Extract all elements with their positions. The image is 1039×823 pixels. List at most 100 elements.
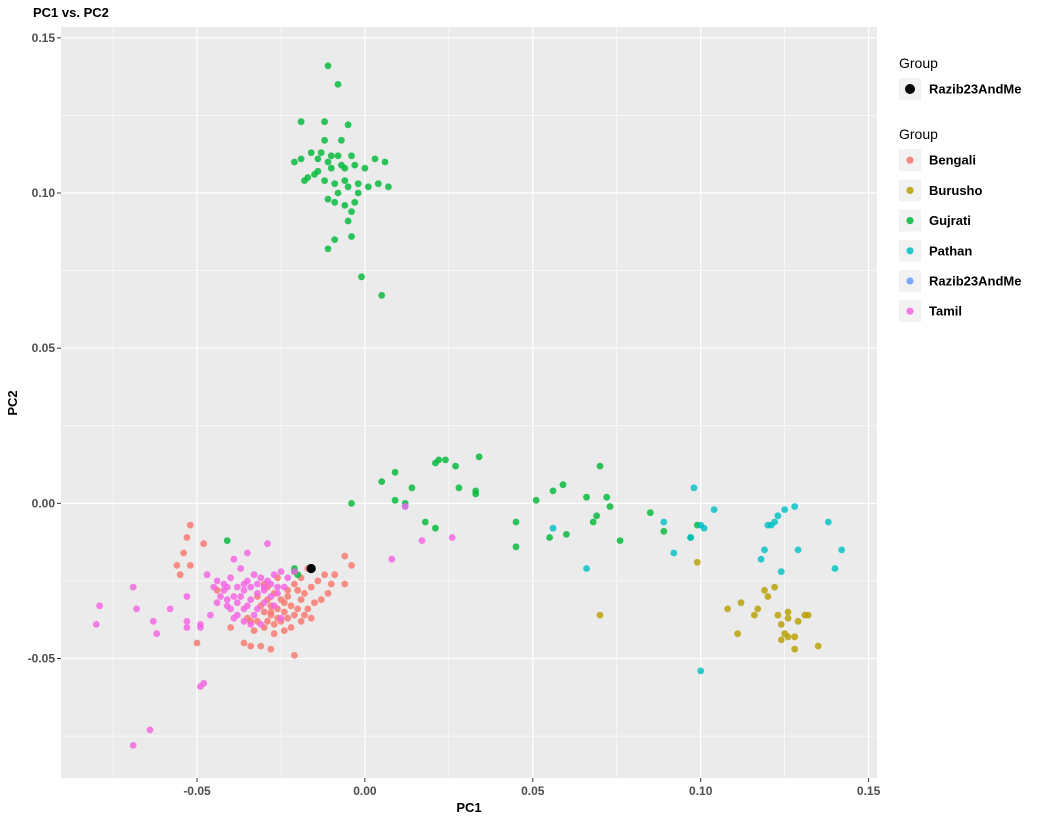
point-gujrati [606, 503, 614, 510]
point-tamil [264, 540, 271, 548]
point-burusho [771, 583, 778, 591]
legend-label-razib23andme: Razib23AndMe [929, 82, 1021, 97]
legend-key-razib23andme [905, 84, 915, 94]
point-burusho [791, 645, 799, 653]
point-bengali [301, 590, 308, 597]
point-gujrati [391, 496, 399, 504]
point-bengali [183, 534, 191, 541]
point-tamil [237, 565, 245, 572]
point-gujrati [593, 512, 600, 520]
point-gujrati [442, 456, 449, 464]
point-bengali [291, 580, 298, 588]
legend-label-gujrati: Gujrati [929, 213, 971, 228]
point-bengali [173, 562, 181, 569]
point-burusho [596, 611, 604, 619]
point-bengali [193, 639, 201, 647]
point-bengali [284, 614, 292, 622]
x-tick-label: 0.15 [857, 784, 881, 798]
point-tamil [230, 593, 238, 600]
point-tamil [213, 577, 221, 585]
point-tamil [133, 605, 141, 613]
point-tamil [227, 605, 235, 613]
point-burusho [777, 621, 785, 628]
point-pathan [700, 524, 708, 532]
point-tamil [247, 583, 255, 591]
point-gujrati [223, 537, 231, 544]
y-axis-ticks: -0.05 0.00 0.05 0.10 0.15 [28, 31, 61, 666]
y-tick-label: 0.15 [32, 31, 56, 45]
point-tamil [277, 568, 285, 575]
point-gujrati [331, 180, 339, 188]
point-burusho [777, 636, 785, 644]
point-burusho [734, 630, 741, 638]
major-gridlines [61, 27, 877, 778]
point-gujrati [596, 462, 604, 470]
point-tamil [254, 590, 261, 597]
point-tamil [210, 583, 218, 591]
point-bengali [176, 571, 184, 579]
point-bengali [297, 596, 305, 603]
point-tamil [267, 593, 275, 600]
point-gujrati [317, 149, 325, 157]
point-tamil [247, 596, 255, 603]
point-tamil [270, 602, 278, 610]
point-tamil [183, 624, 191, 631]
point-pathan [710, 506, 718, 513]
point-tamil [401, 503, 409, 510]
point-gujrati [338, 136, 345, 144]
point-tamil [250, 571, 258, 579]
point-bengali [291, 611, 298, 619]
point-burusho [761, 586, 768, 594]
point-gujrati [341, 202, 349, 209]
point-tamil [92, 621, 100, 628]
point-tamil [220, 580, 228, 588]
point-gujrati [432, 524, 439, 532]
point-tamil [230, 614, 238, 622]
point-bengali [311, 599, 318, 607]
point-burusho [754, 605, 762, 613]
legend-title: Group [899, 55, 938, 71]
point-gujrati [354, 189, 362, 197]
point-bengali [280, 627, 288, 634]
point-gujrati [563, 531, 570, 538]
point-pathan [697, 667, 705, 675]
point-gujrati [314, 155, 322, 163]
point-tamil [250, 611, 258, 619]
point-gujrati [421, 518, 429, 526]
point-pathan [670, 549, 678, 557]
point-gujrati [452, 462, 459, 470]
point-gujrati [361, 164, 369, 172]
point-gujrati [546, 534, 553, 541]
point-pathan [687, 534, 694, 541]
point-bengali [227, 624, 235, 631]
data-points [92, 62, 846, 749]
point-tamil [153, 630, 161, 638]
point-tamil [254, 580, 261, 588]
point-gujrati [589, 518, 597, 526]
point-gujrati [358, 273, 365, 281]
point-tamil [260, 599, 268, 607]
x-tick-label: -0.05 [183, 784, 211, 798]
point-tamil [280, 583, 288, 591]
point-burusho [774, 611, 782, 619]
point-tamil [183, 593, 191, 600]
point-burusho [804, 611, 812, 619]
point-gujrati [348, 152, 355, 160]
x-tick-label: 0.05 [521, 784, 545, 798]
x-tick-label: 0.00 [353, 784, 377, 798]
legend-label-burusho: Burusho [929, 183, 983, 198]
point-bengali [186, 562, 194, 569]
point-tamil [197, 624, 204, 631]
point-gujrati [324, 245, 332, 253]
point-tamil [257, 621, 265, 628]
point-tamil [254, 605, 261, 613]
point-gujrati [603, 493, 611, 501]
point-tamil [277, 614, 285, 622]
point-gujrati [374, 180, 382, 188]
x-tick-label: 0.10 [689, 784, 713, 798]
point-gujrati [327, 164, 335, 172]
point-bengali [294, 586, 302, 594]
point-gujrati [327, 152, 335, 160]
point-bengali [348, 562, 355, 569]
point-tamil [146, 726, 154, 734]
